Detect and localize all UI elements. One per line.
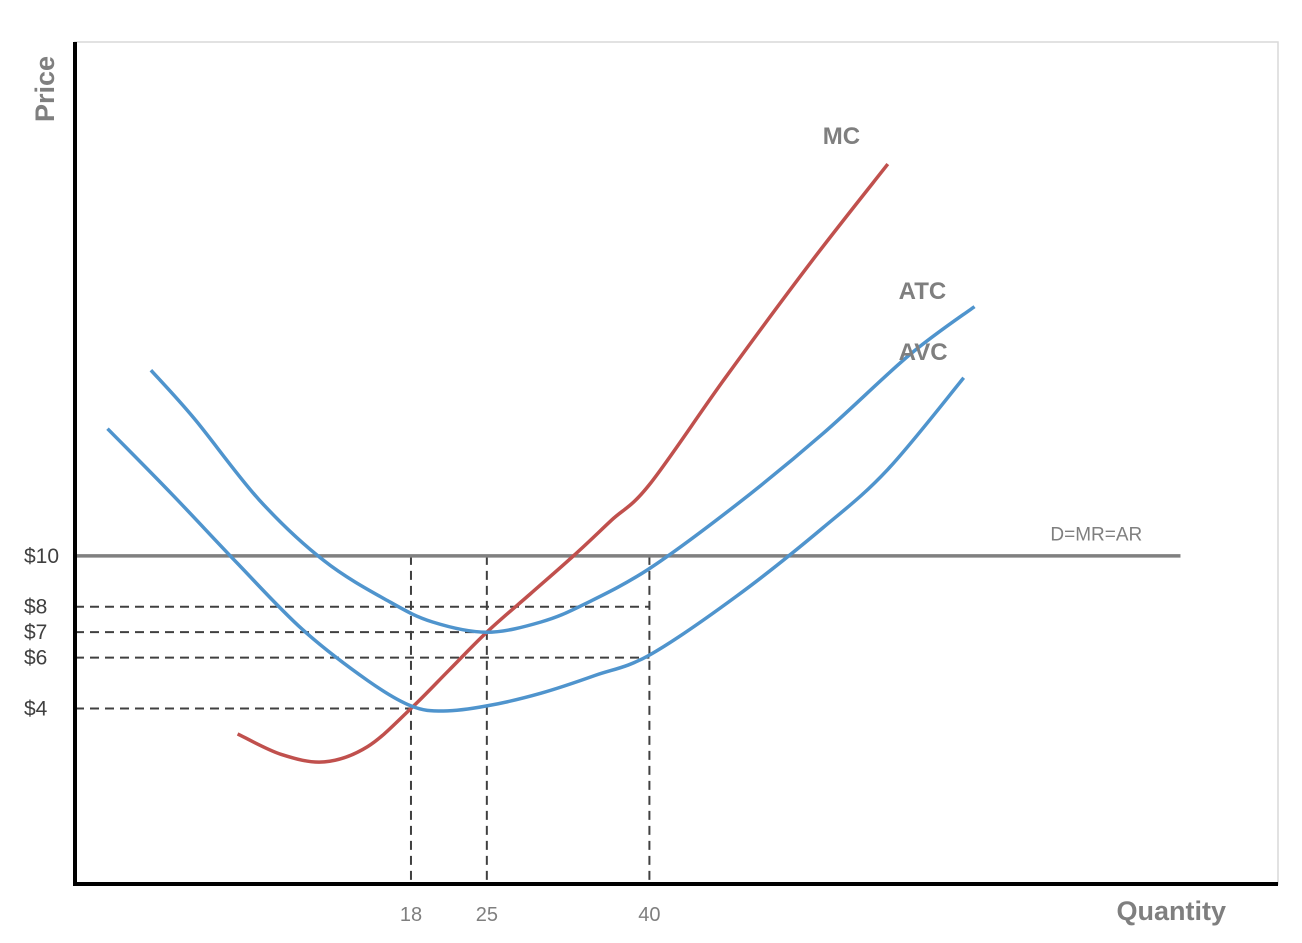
axes bbox=[73, 42, 1278, 886]
curve-avc bbox=[106, 376, 966, 713]
curve-atc bbox=[149, 305, 976, 634]
label-atc: ATC bbox=[899, 278, 947, 305]
plot-border bbox=[74, 41, 1279, 885]
y-axis-title: Price bbox=[30, 56, 60, 122]
x-tick-label: 18 bbox=[400, 904, 422, 926]
y-tick-label: $8 bbox=[24, 596, 47, 619]
y-tick-label: $6 bbox=[24, 647, 47, 670]
y-tick-label: $10 bbox=[24, 545, 59, 568]
x-tick-label: 40 bbox=[638, 904, 660, 926]
x-axis-title: Quantity bbox=[1116, 896, 1226, 926]
label-d-mr-ar: D=MR=AR bbox=[1050, 525, 1142, 546]
curve-labels: MC ATC AVC D=MR=AR bbox=[823, 123, 1142, 546]
x-tick-label: 25 bbox=[476, 904, 498, 926]
label-avc: AVC bbox=[899, 339, 948, 366]
curve-mc bbox=[236, 163, 890, 764]
curves bbox=[106, 163, 976, 764]
tick-labels: 18 25 40 $10 $8$7 $6 $4 bbox=[24, 545, 661, 926]
y-tick-label: $7 bbox=[24, 621, 47, 644]
y-tick-label: $4 bbox=[24, 697, 48, 720]
guide-lines bbox=[75, 555, 651, 884]
label-mc: MC bbox=[823, 123, 860, 150]
